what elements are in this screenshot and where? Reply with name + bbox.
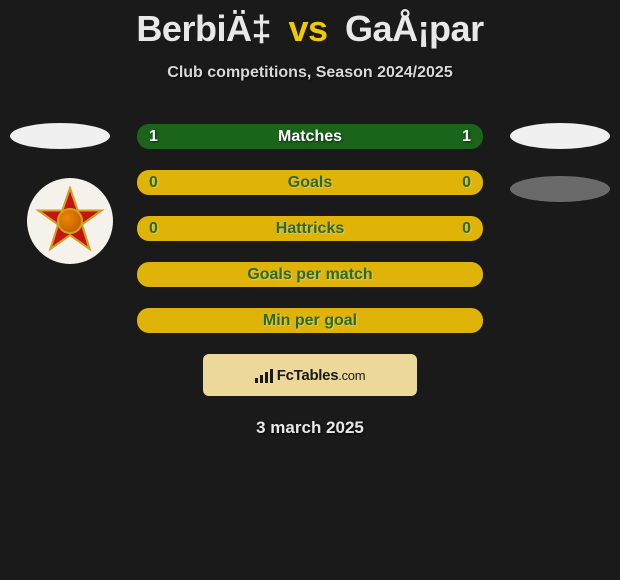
page-container: BerbiÄ‡ vs GaÅ¡par Club competitions, Se… — [0, 0, 620, 438]
star-center-ball-icon — [57, 208, 83, 234]
stat-right-value: 0 — [462, 174, 471, 192]
stat-row-min-per-goal: Min per goal — [137, 308, 483, 333]
footer-date: 3 march 2025 — [0, 418, 620, 438]
stat-left-value: 0 — [149, 174, 158, 192]
stat-row-hattricks: 0 Hattricks 0 — [137, 216, 483, 241]
right-pill-mid — [510, 176, 610, 202]
player1-name: BerbiÄ‡ — [136, 8, 271, 49]
star-icon — [35, 186, 105, 256]
right-pill-top — [510, 123, 610, 149]
stat-left-value: 1 — [149, 128, 158, 146]
stat-left-value: 0 — [149, 220, 158, 238]
stat-label: Matches — [278, 128, 342, 146]
stat-label: Goals per match — [247, 266, 372, 284]
club-badge — [27, 178, 113, 264]
stat-right-value: 0 — [462, 220, 471, 238]
player2-name: GaÅ¡par — [345, 8, 484, 49]
subtitle: Club competitions, Season 2024/2025 — [0, 64, 620, 82]
page-title: BerbiÄ‡ vs GaÅ¡par — [0, 8, 620, 50]
brand-ext: .com — [338, 368, 365, 383]
brand-text: FcTables.com — [277, 367, 366, 384]
stat-label: Hattricks — [276, 220, 344, 238]
stat-row-goals-per-match: Goals per match — [137, 262, 483, 287]
stat-row-goals: 0 Goals 0 — [137, 170, 483, 195]
left-pill-top — [10, 123, 110, 149]
brand-box[interactable]: FcTables.com — [203, 354, 417, 396]
bars-chart-icon — [255, 367, 273, 383]
stat-label: Goals — [288, 174, 332, 192]
brand-name: FcTables — [277, 367, 339, 384]
stat-right-value: 1 — [462, 128, 471, 146]
stats-list: 1 Matches 1 0 Goals 0 0 Hattricks 0 Goal… — [137, 124, 483, 333]
vs-label: vs — [288, 8, 327, 49]
stat-row-matches: 1 Matches 1 — [137, 124, 483, 149]
stat-label: Min per goal — [263, 312, 357, 330]
